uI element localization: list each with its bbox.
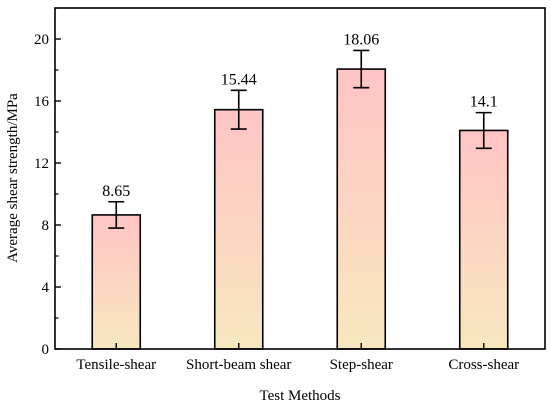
- plot-frame: [54, 7, 546, 350]
- data-label: 15.44: [221, 71, 257, 88]
- data-labels: 8.65 15.44 18.06 14.1: [102, 31, 498, 199]
- bars-layer: [91, 68, 509, 350]
- y-axis-title: Average shear strength/MPa: [5, 93, 21, 263]
- y-tick-label: 8: [42, 218, 50, 234]
- bar: [213, 108, 264, 350]
- data-label: 18.06: [343, 31, 379, 48]
- x-tick-label: Step-shear: [330, 357, 393, 373]
- y-tick-label: 12: [34, 156, 49, 172]
- y-axis: 0 4 8 12 16 20: [34, 7, 61, 358]
- y-tick-label: 16: [34, 94, 50, 110]
- bar: [91, 214, 142, 350]
- bar: [336, 68, 387, 350]
- bar: [458, 129, 509, 350]
- x-axis: Tensile-shear Short-beam shear Step-shear C…: [76, 343, 519, 373]
- data-label: 8.65: [102, 183, 130, 200]
- x-tick-label: Tensile-shear: [76, 357, 156, 373]
- y-tick-label: 20: [34, 32, 49, 48]
- data-label: 14.1: [470, 94, 498, 111]
- x-tick-label: Cross-shear: [448, 357, 519, 373]
- error-bars-layer: [108, 49, 492, 229]
- x-axis-title: Test Methods: [259, 388, 340, 404]
- x-tick-label: Short-beam shear: [186, 357, 291, 373]
- y-tick-label: 0: [42, 342, 50, 358]
- y-tick-label: 4: [42, 280, 50, 296]
